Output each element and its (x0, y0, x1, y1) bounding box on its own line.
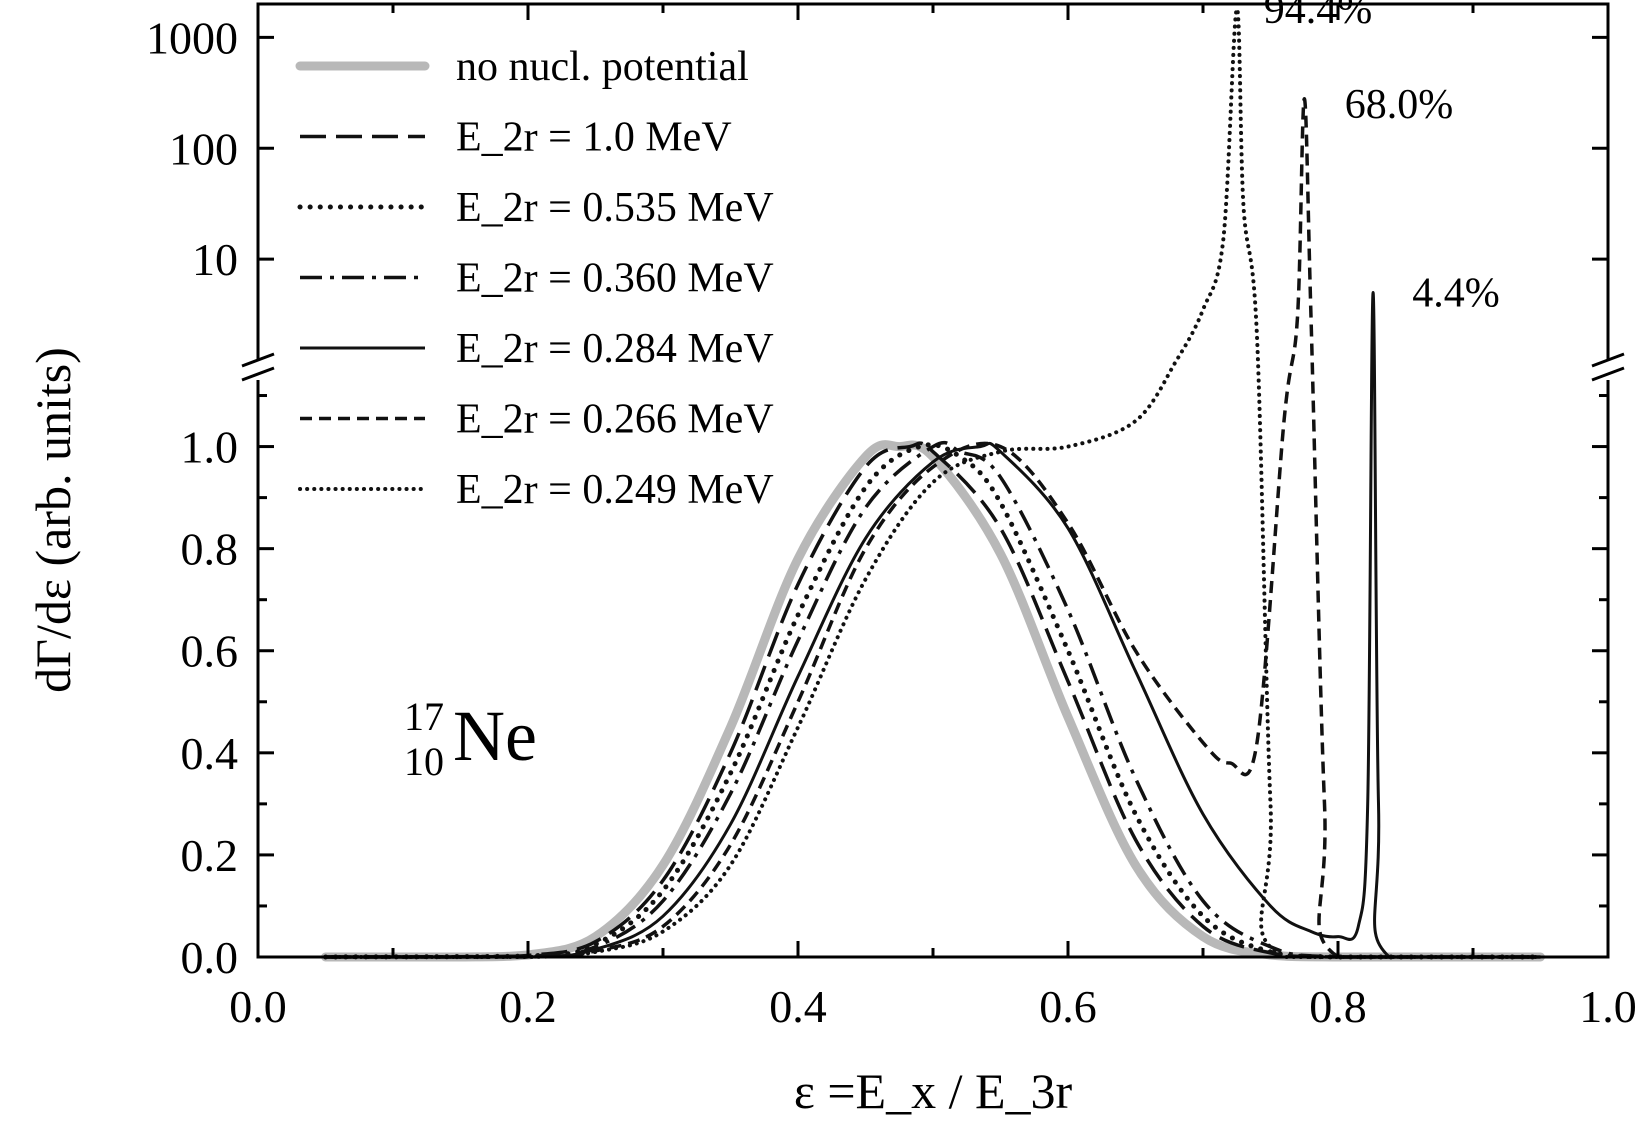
legend-label-1: no nucl. potential (456, 44, 749, 90)
x-axis-title: ε =E_x / E_3r (794, 1063, 1073, 1119)
y-tick-label: 1.0 (181, 422, 239, 473)
legend: no nucl. potential E_2r = 1.0 MeV E_2r = 0… (295, 44, 774, 513)
y-tick-label: 0.6 (181, 626, 239, 677)
y-tick-label: 0.8 (181, 524, 239, 575)
series-layer (321, 7, 1545, 962)
series-line-5 (325, 291, 1541, 959)
y-tick-label: 0.4 (181, 728, 239, 779)
nucleus-atomic-number: 10 (404, 739, 444, 784)
legend-label-5: E_2r = 0.284 MeV (456, 326, 774, 372)
y-axis-title: dΓ/dε (arb. units) (25, 347, 81, 693)
axis-break-gap (1594, 360, 1622, 380)
axis-break-gap (244, 360, 272, 380)
y-tick-label-log: 100 (169, 123, 238, 174)
annotations: 94.4% 68.0% 4.4% (1264, 0, 1500, 317)
y-tick-label: 0.2 (181, 830, 239, 881)
y-tick-label-log: 10 (192, 234, 238, 285)
axis-break-mark (241, 366, 275, 382)
peak-annotation-2: 68.0% (1345, 82, 1454, 128)
nucleus-label: 17 10 Ne (404, 694, 537, 784)
legend-label-2: E_2r = 1.0 MeV (456, 115, 732, 161)
axis-break-mark (241, 352, 275, 368)
peak-annotation-3: 4.4% (1412, 271, 1500, 317)
legend-label-4: E_2r = 0.360 MeV (456, 256, 774, 302)
ticks-layer: 0.0 0.2 0.4 0.6 0.8 1.0 0.0 0.2 0.4 0.6 0.8 1.0 10 10… (146, 4, 1637, 1032)
x-tick-label: 0.2 (499, 981, 557, 1032)
nucleus-symbol: Ne (453, 696, 537, 776)
legend-label-7: E_2r = 0.249 MeV (456, 467, 774, 513)
nucleus-mass-number: 17 (404, 694, 444, 739)
x-tick-label: 0.0 (229, 981, 287, 1032)
series-line-6 (325, 96, 1541, 959)
axis-break-mark (1591, 366, 1625, 382)
x-tick-label: 0.6 (1039, 981, 1097, 1032)
legend-label-6: E_2r = 0.266 MeV (456, 397, 774, 443)
y-tick-label: 0.0 (181, 932, 239, 983)
series-line-2 (325, 441, 1541, 959)
x-tick-label: 0.8 (1309, 981, 1367, 1032)
series-line-7 (323, 7, 1543, 960)
axis-break-mark (1591, 352, 1625, 368)
series-line-4 (325, 440, 1541, 959)
y-tick-label-log: 1000 (146, 12, 238, 63)
x-tick-label: 1.0 (1579, 981, 1637, 1032)
peak-annotation-1: 94.4% (1264, 0, 1373, 33)
legend-label-3: E_2r = 0.535 MeV (456, 185, 774, 231)
x-tick-label: 0.4 (769, 981, 827, 1032)
